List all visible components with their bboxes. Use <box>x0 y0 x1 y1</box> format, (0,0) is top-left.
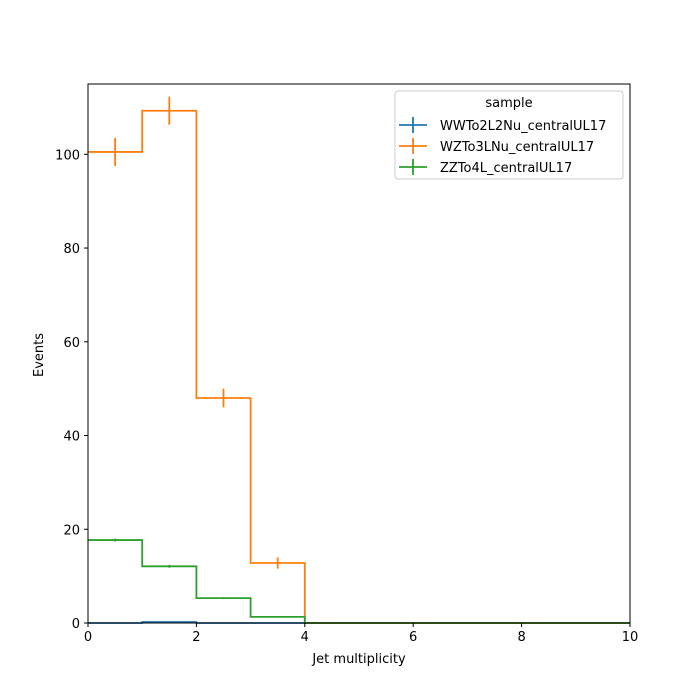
legend-entry-label: WZTo3LNu_centralUL17 <box>440 140 594 155</box>
x-tick-label: 6 <box>409 630 417 645</box>
x-tick-label: 0 <box>84 630 92 645</box>
legend-entry-label: ZZTo4L_centralUL17 <box>440 161 572 176</box>
x-axis: 0 2 4 6 8 10 <box>84 623 638 645</box>
y-axis: 0 20 40 60 80 100 <box>55 148 88 632</box>
x-tick-label: 2 <box>192 630 200 645</box>
plot-frame <box>87 83 631 624</box>
y-tick-label: 20 <box>63 523 80 538</box>
legend: sample WWTo2L2Nu_centralUL17 WZTo3LNu_cen… <box>394 90 624 180</box>
x-axis-label: Jet multiplicity <box>311 652 406 667</box>
y-tick-label: 0 <box>72 617 80 632</box>
y-tick-label: 80 <box>63 242 80 257</box>
y-tick-label: 40 <box>63 430 80 445</box>
x-tick-label: 4 <box>301 630 309 645</box>
x-tick-label: 10 <box>622 630 639 645</box>
legend-entry-label: WWTo2L2Nu_centralUL17 <box>440 119 606 134</box>
y-tick-label: 100 <box>55 148 80 163</box>
y-tick-label: 60 <box>63 336 80 351</box>
x-tick-label: 8 <box>517 630 525 645</box>
y-axis-label: Events <box>32 333 47 377</box>
legend-title: sample <box>485 96 532 111</box>
legend-box <box>394 90 624 180</box>
